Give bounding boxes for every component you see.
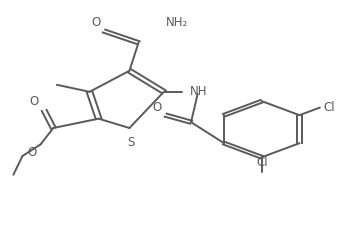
Text: Cl: Cl — [256, 156, 268, 169]
Text: O: O — [91, 16, 100, 29]
Text: O: O — [27, 145, 36, 159]
Text: O: O — [29, 95, 39, 108]
Text: S: S — [127, 136, 135, 149]
Text: NH₂: NH₂ — [166, 16, 188, 29]
Text: O: O — [152, 101, 161, 114]
Text: NH: NH — [190, 85, 208, 98]
Text: Cl: Cl — [324, 101, 335, 114]
